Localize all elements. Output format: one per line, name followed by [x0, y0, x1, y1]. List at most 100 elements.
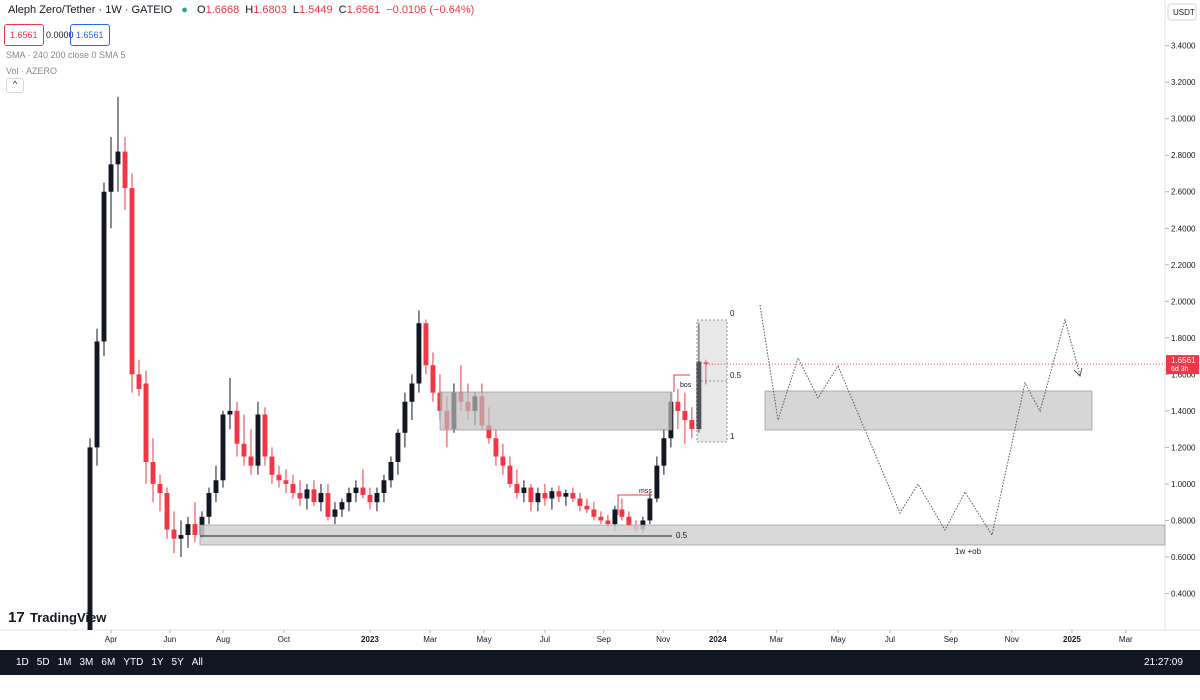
- clock: 21:27:09 (UTC): [1144, 657, 1183, 693]
- candle-body: [507, 465, 513, 484]
- x-tick-label: Nov: [1005, 635, 1019, 644]
- y-tick-label: 2.8000: [1171, 151, 1196, 160]
- range-button[interactable]: All: [191, 657, 203, 668]
- candle-body: [262, 414, 268, 457]
- ob-mid-label: 0.5: [676, 531, 688, 540]
- x-tick-label: 2024: [709, 635, 727, 644]
- candle-body: [304, 489, 310, 499]
- candle-body: [689, 420, 695, 430]
- price-axis: [1165, 0, 1200, 650]
- y-tick-label: 1.6000: [1171, 370, 1196, 379]
- x-tick-label: Jul: [885, 635, 895, 644]
- candle-body: [311, 489, 317, 503]
- ohlc-key: O: [197, 4, 206, 16]
- candle-body: [430, 365, 436, 393]
- candle-body: [500, 456, 506, 466]
- range-button[interactable]: 5D: [36, 657, 50, 668]
- candle-body: [276, 474, 282, 481]
- range-button[interactable]: 5Y: [171, 657, 184, 668]
- candle-body: [339, 502, 345, 510]
- candle-body: [563, 493, 569, 497]
- candle-body: [129, 188, 135, 375]
- candle-body: [675, 401, 681, 411]
- candle-body: [220, 414, 226, 481]
- logo: 17 TradingView: [8, 609, 107, 626]
- candle-body: [136, 374, 142, 389]
- x-tick-label: 2025: [1063, 635, 1081, 644]
- spread: 0.0000: [46, 30, 74, 40]
- candle-body: [178, 535, 184, 539]
- collapse-button[interactable]: ^: [6, 78, 24, 93]
- candle-body: [696, 361, 702, 430]
- x-tick-label: Oct: [278, 635, 291, 644]
- candle-body: [325, 493, 331, 517]
- range-button[interactable]: 1D: [16, 657, 29, 668]
- change: −0.0106 (−0.64%): [386, 4, 475, 16]
- chart: 0 0.5 1 bos mss 0.5 1w +ob USDT 17 Tradi…: [0, 0, 1200, 650]
- candle-body: [94, 341, 100, 448]
- candle-body: [486, 425, 492, 439]
- candle-body: [353, 487, 359, 494]
- x-tick-label: Sep: [944, 635, 959, 644]
- range-button[interactable]: 3M: [79, 657, 94, 668]
- ohlc-value: 1.5449: [298, 4, 333, 16]
- symbol: Aleph Zero/Tether · 1W · GATEIO: [8, 4, 173, 16]
- candle-body: [395, 432, 401, 462]
- candle-body: [255, 414, 261, 466]
- candle-body: [556, 491, 562, 497]
- candle-body: [619, 509, 625, 517]
- candle-body: [528, 487, 534, 503]
- range-button[interactable]: 1Y: [151, 657, 164, 668]
- projection-arrow: [1073, 367, 1083, 377]
- currency-button[interactable]: [1167, 3, 1197, 21]
- range-button[interactable]: YTD: [123, 657, 144, 668]
- order-block-zone: [199, 524, 1166, 546]
- range-button[interactable]: 1M: [57, 657, 72, 668]
- status-dot: ●: [181, 4, 188, 16]
- y-tick-label: 2.4000: [1171, 224, 1196, 233]
- bos-line: [673, 374, 690, 392]
- candle-body: [297, 493, 303, 499]
- y-tick-label: 2.0000: [1171, 297, 1196, 306]
- candle-body: [101, 191, 107, 342]
- ohlc-value: 1.6668: [205, 4, 240, 16]
- buy-price[interactable]: 1.6561: [70, 24, 110, 46]
- y-tick-label: 2.2000: [1171, 261, 1196, 270]
- ob-label: 1w +ob: [955, 547, 982, 556]
- x-tick-label: May: [476, 635, 491, 644]
- candle-body: [381, 480, 387, 494]
- x-tick-label: 2023: [361, 635, 379, 644]
- candle-body: [283, 480, 289, 484]
- candle-body: [423, 323, 429, 366]
- bottom-toolbar: 1D 5D 1M 3M 6M YTD 1Y 5Y All 21:27:09 (UTC): [0, 650, 1200, 693]
- range-button[interactable]: 6M: [101, 657, 116, 668]
- candle-body: [157, 483, 163, 494]
- candle-body: [682, 410, 688, 420]
- sell-price[interactable]: 1.6561: [4, 24, 44, 46]
- y-tick-label: 0.4000: [1171, 589, 1196, 598]
- candle-body: [367, 494, 373, 503]
- y-tick-label: 3.0000: [1171, 115, 1196, 124]
- candle-body: [248, 456, 254, 466]
- candle-body: [346, 493, 352, 503]
- candle-body: [402, 401, 408, 433]
- candle-body: [241, 443, 247, 457]
- candle-body: [416, 323, 422, 384]
- x-tick-label: Jul: [540, 635, 550, 644]
- y-tick-label: 1.0000: [1171, 480, 1196, 489]
- x-tick-label: Sep: [597, 635, 612, 644]
- candle-body: [234, 410, 240, 444]
- candle-body: [591, 509, 597, 517]
- candle-body: [227, 410, 233, 415]
- candle-body: [290, 483, 296, 494]
- candle-body: [108, 164, 114, 192]
- x-tick-label: Mar: [423, 635, 437, 644]
- candle-body: [171, 529, 177, 539]
- candle-body: [360, 487, 366, 495]
- projection-path: [759, 304, 1081, 537]
- currency-label[interactable]: USDT: [1173, 8, 1195, 17]
- y-tick-label: 1.4000: [1171, 407, 1196, 416]
- brand: TradingView: [30, 610, 107, 625]
- candle-body: [598, 516, 604, 521]
- countdown-label: 6d 3h: [1171, 366, 1189, 373]
